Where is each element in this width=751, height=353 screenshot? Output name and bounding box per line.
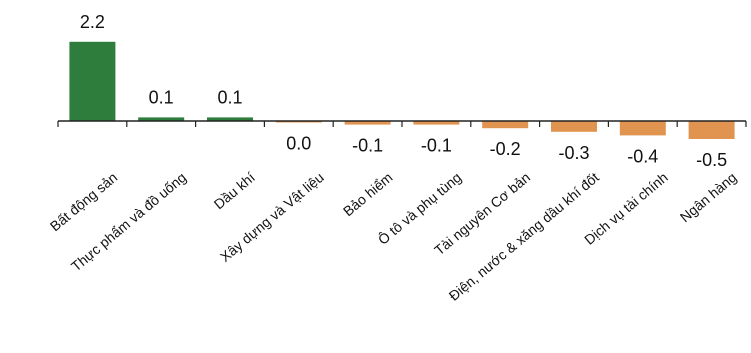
bar <box>413 121 460 125</box>
bar-value-label: 2.2 <box>80 12 105 32</box>
category-label: Điện, nước & xăng dầu khí đốt <box>446 169 602 304</box>
bar-value-label: -0.2 <box>490 139 521 159</box>
bar <box>551 121 597 132</box>
bar <box>619 121 666 136</box>
bar <box>688 121 735 139</box>
category-label: Thực phẩm và đồ uống <box>68 169 189 274</box>
bar-value-label: -0.5 <box>696 150 727 170</box>
bar-value-label: -0.1 <box>421 136 452 156</box>
bar <box>482 121 529 129</box>
bar <box>138 117 185 121</box>
bar-value-label: 0.0 <box>286 134 311 154</box>
bar-value-label: 0.1 <box>149 87 174 107</box>
bar-value-label: 0.1 <box>217 87 242 107</box>
category-label: Dầu khí <box>211 169 258 212</box>
bar-value-label: -0.4 <box>627 146 658 166</box>
category-label: Bất động sản <box>47 169 120 234</box>
bar <box>69 41 116 121</box>
bar <box>344 121 391 125</box>
bar-value-label: -0.1 <box>352 136 383 156</box>
category-label: Ngân hàng <box>677 169 740 225</box>
category-label: Bảo hiểm <box>340 169 396 219</box>
bar-value-label: -0.3 <box>558 143 589 163</box>
bar <box>207 117 253 121</box>
